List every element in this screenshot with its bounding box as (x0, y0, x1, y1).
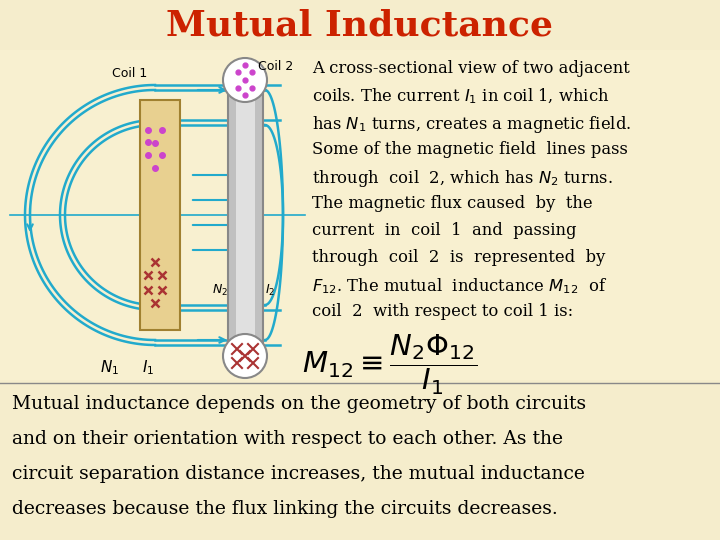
Bar (0, 383, 720, 540)
Text: The magnetic flux caused  by  the: The magnetic flux caused by the (312, 195, 593, 212)
Text: $M_{12} \equiv \dfrac{N_2\Phi_{12}}{I_1}$: $M_{12} \equiv \dfrac{N_2\Phi_{12}}{I_1}… (302, 332, 477, 397)
Bar (0, 50, 720, 380)
Text: A cross-sectional view of two adjacent: A cross-sectional view of two adjacent (312, 60, 630, 77)
Text: Coil 2: Coil 2 (258, 60, 293, 73)
Circle shape (223, 334, 267, 378)
Text: Mutual Inductance: Mutual Inductance (166, 8, 554, 42)
Circle shape (223, 58, 267, 102)
Text: $N_1$: $N_1$ (100, 358, 120, 377)
Text: and on their orientation with respect to each other. As the: and on their orientation with respect to… (12, 430, 563, 448)
Text: has $N_1$ turns, creates a magnetic field.: has $N_1$ turns, creates a magnetic fiel… (312, 114, 631, 135)
Text: coil  2  with respect to coil 1 is:: coil 2 with respect to coil 1 is: (312, 303, 573, 320)
Text: current  in  coil  1  and  passing: current in coil 1 and passing (312, 222, 577, 239)
Text: Some of the magnetic field  lines pass: Some of the magnetic field lines pass (312, 141, 628, 158)
Bar (140, 100, 180, 330)
Text: through  coil  2  is  represented  by: through coil 2 is represented by (312, 249, 606, 266)
Text: circuit separation distance increases, the mutual inductance: circuit separation distance increases, t… (12, 465, 585, 483)
Bar (236, 68, 255, 368)
Text: $I_1$: $I_1$ (142, 358, 154, 377)
Text: coils. The current $I_1$ in coil 1, which: coils. The current $I_1$ in coil 1, whic… (312, 87, 609, 106)
Text: $I_2$: $I_2$ (265, 283, 275, 298)
Bar (228, 68, 263, 368)
Text: $N_2$: $N_2$ (212, 283, 228, 298)
Text: Mutual inductance depends on the geometry of both circuits: Mutual inductance depends on the geometr… (12, 395, 586, 413)
Text: decreases because the flux linking the circuits decreases.: decreases because the flux linking the c… (12, 500, 558, 518)
Text: through  coil  2, which has $N_2$ turns.: through coil 2, which has $N_2$ turns. (312, 168, 613, 189)
Text: $F_{12}$. The mutual  inductance $M_{12}$  of: $F_{12}$. The mutual inductance $M_{12}$… (312, 276, 607, 296)
Text: Coil 1: Coil 1 (112, 67, 148, 80)
